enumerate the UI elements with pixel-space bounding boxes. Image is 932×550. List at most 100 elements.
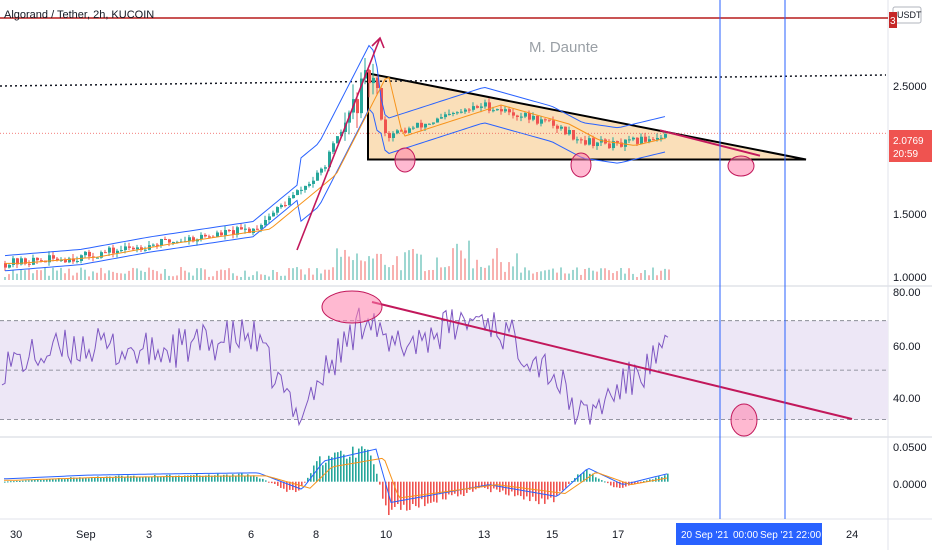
volume-bar [144,271,146,280]
volume-bar [316,268,318,280]
volume-bar [636,276,638,280]
volume-bar [44,267,46,280]
candle-body [168,239,171,243]
macd-histogram-bar [298,481,300,491]
rsi-marker [321,290,383,324]
macd-histogram-bar [139,476,141,482]
volume-bar [472,268,474,280]
candle-body [504,109,507,112]
volume-bar [452,248,454,280]
price-pane[interactable] [0,17,888,280]
macd-histogram-bar [646,480,648,482]
volume-bar [660,270,662,280]
macd-histogram-bar [547,481,549,500]
rsi-pane[interactable] [0,290,888,437]
volume-bar [544,270,546,280]
volume-bar [464,258,466,280]
volume-bar [220,269,222,280]
volume-bar [500,262,502,280]
macd-histogram-bar [400,481,402,510]
macd-histogram-bar [112,477,114,482]
macd-histogram-bar [67,478,69,482]
macd-histogram-bar [388,481,390,516]
macd-histogram-bar [469,481,471,490]
macd-histogram-bar [211,475,213,482]
candle-body [116,250,119,254]
macd-histogram-bar [184,475,186,482]
candle-body [448,113,451,115]
macd-histogram-bar [43,479,45,482]
volume-bar [20,269,22,280]
macd-histogram-bar [13,481,15,483]
macd-histogram-bar [190,475,192,482]
dotted-trendline [0,74,887,87]
macd-pane[interactable] [4,446,669,516]
macd-histogram-bar [196,474,198,482]
candle-body [416,122,419,128]
volume-bar [656,275,658,280]
currency-label[interactable]: USDT [897,10,922,20]
macd-histogram-bar [424,481,426,507]
volume-bar [52,267,54,280]
candle-body [52,255,55,259]
volume-bar [584,269,586,280]
macd-histogram-bar [370,455,372,482]
candle-body [472,106,475,110]
candle-body [552,120,555,126]
macd-histogram-bar [601,480,603,482]
volume-bar [120,273,122,280]
macd-histogram-bar [442,481,444,500]
macd-histogram-bar [274,481,276,485]
candle-body [228,230,231,232]
macd-histogram-bar [550,481,552,498]
macd-histogram-bar [133,475,135,482]
candle-body [124,246,127,251]
macd-histogram-bar [304,481,306,483]
macd-histogram-bar [409,481,411,510]
volume-bar [648,275,650,280]
volume-bar [568,273,570,280]
volume-bar [148,267,150,280]
candle-body [372,77,375,84]
macd-histogram-bar [391,481,393,510]
volume-bar [232,273,234,280]
macd-histogram-bar [322,465,324,482]
volume-bar [76,272,78,280]
candle-body [200,234,203,240]
macd-histogram-bar [217,473,219,482]
macd-histogram-bar [262,478,264,482]
candle-body [24,258,27,264]
pattern-marker [394,147,416,173]
candle-body [216,232,219,237]
candle-body [540,119,543,124]
macd-histogram-bar [208,474,210,482]
candle-body [256,228,259,230]
volume-bar [644,270,646,280]
macd-histogram-bar [379,481,381,485]
candle-body [520,116,523,118]
volume-bar [364,261,366,280]
volume-bar [28,268,30,280]
candle-body [376,77,379,89]
macd-histogram-bar [328,455,330,482]
candle-body [176,241,179,243]
macd-histogram-bar [436,481,438,503]
candle-body [120,250,123,252]
candle-body [156,244,159,246]
macd-histogram-bar [385,481,387,506]
volume-bar [552,268,554,280]
candle-body [360,78,363,114]
macd-histogram-bar [316,461,318,482]
macd-tick: 0.0000 [893,479,927,491]
volume-bar [484,267,486,280]
macd-histogram-bar [121,475,123,482]
macd-histogram-bar [283,481,285,489]
volume-bar [228,268,230,280]
time-tick: 15 [546,529,558,541]
volume-bar [100,267,102,280]
macd-histogram-bar [202,475,204,482]
volume-bar [528,270,530,280]
volume-bar [392,265,394,280]
macd-line [4,448,668,503]
rsi-line [1,307,669,427]
